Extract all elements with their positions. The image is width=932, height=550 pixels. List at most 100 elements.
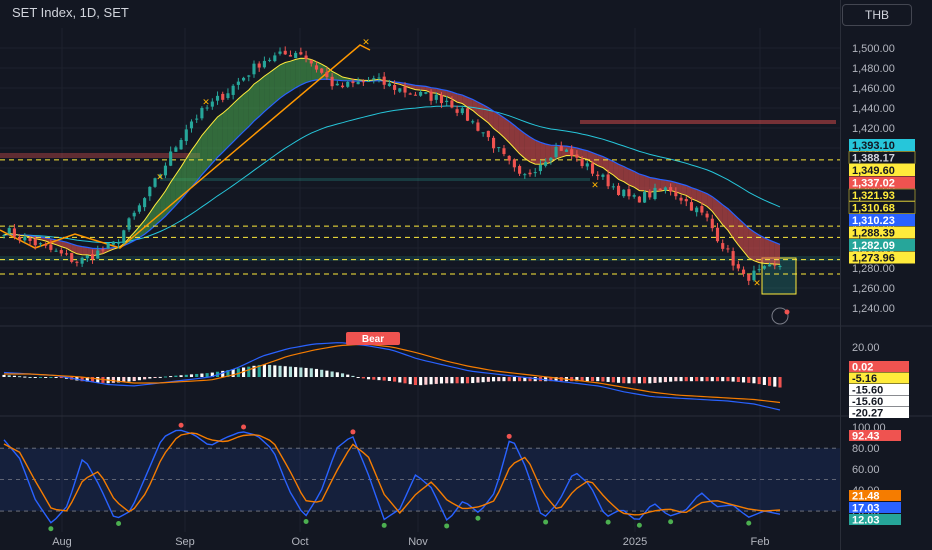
oversold-dot	[116, 520, 122, 526]
candle-body	[340, 85, 345, 88]
ma-cloud-segment	[227, 103, 234, 148]
macd-histogram-bar	[372, 377, 376, 380]
candle-body	[28, 237, 32, 241]
macd-histogram-bar	[408, 377, 412, 385]
price-tick-label: 1,280.00	[852, 263, 895, 275]
macd-histogram-bar	[658, 377, 662, 383]
stoch-tick-label: 60.00	[852, 464, 880, 476]
signal-line	[4, 343, 781, 404]
macd-histogram-bar	[226, 370, 230, 377]
macd-histogram-bar	[18, 376, 22, 378]
ma-cloud-segment	[269, 68, 275, 108]
macd-histogram-bar	[262, 364, 266, 377]
macd-histogram-bar	[247, 366, 251, 377]
candle-body	[700, 206, 704, 213]
ma-cloud-segment	[280, 62, 286, 99]
oversold-dot	[605, 519, 611, 525]
candle-body	[330, 76, 334, 87]
macd-histogram-bar	[330, 371, 334, 377]
signal-marker: ✕	[156, 172, 164, 182]
macd-histogram-bar	[189, 374, 194, 377]
candle-body	[601, 174, 605, 177]
macd-histogram-bar	[294, 367, 298, 377]
candle-body	[54, 250, 58, 252]
ma-cloud-segment	[420, 85, 426, 91]
macd-histogram-bar	[320, 369, 324, 377]
macd-histogram-bar	[491, 377, 496, 382]
currency-button[interactable]: THB	[842, 4, 912, 26]
macd-histogram-bar	[570, 377, 574, 382]
candle-body	[726, 248, 730, 250]
candle-body	[367, 81, 371, 83]
macd-histogram-bar	[398, 377, 402, 383]
macd-histogram-bar	[528, 377, 532, 382]
candle-body	[674, 191, 678, 197]
ma-cloud-segment	[306, 58, 312, 83]
price-label-box	[849, 226, 915, 239]
candle-body	[257, 63, 261, 68]
macd-histogram-bar	[221, 370, 225, 377]
candle-body	[413, 94, 417, 96]
candle-body	[236, 81, 240, 85]
candle-body	[637, 196, 641, 203]
candle-body	[507, 155, 511, 161]
macd-histogram-bar	[471, 377, 475, 384]
ma-cloud-segment	[243, 89, 249, 132]
candle-body	[351, 81, 355, 84]
candle-body	[12, 228, 16, 237]
supply-zone	[0, 153, 200, 158]
price-label: 1,310.68	[852, 203, 895, 215]
macd-value-label: -15.60	[852, 396, 883, 408]
candle-body	[226, 93, 230, 99]
candle-body	[299, 52, 303, 55]
candle-body	[596, 174, 600, 177]
overbought-dot	[241, 424, 247, 430]
macd-label-box	[849, 407, 909, 418]
macd-histogram-bar	[28, 377, 32, 378]
macd-histogram-bar	[111, 377, 115, 383]
macd-histogram-bar	[679, 377, 683, 382]
candle-body	[80, 257, 84, 264]
candle-body	[169, 151, 173, 166]
candle-body	[242, 77, 246, 81]
macd-histogram-bar	[314, 368, 319, 377]
macd-histogram-bar	[741, 377, 746, 383]
macd-histogram-bar	[257, 364, 261, 377]
price-label-box	[849, 239, 915, 251]
ma-cloud-segment	[175, 166, 182, 206]
macd-histogram-bar	[450, 377, 454, 384]
macd-histogram-bar	[726, 377, 730, 382]
slow-ma-line	[3, 78, 781, 250]
ma-cloud-segment	[514, 125, 520, 154]
macd-histogram-bar	[387, 377, 391, 381]
macd-histogram-bar	[695, 377, 699, 382]
macd-histogram-bar	[2, 374, 6, 377]
ma-cloud-segment	[238, 94, 244, 137]
macd-histogram-bar	[762, 377, 766, 385]
candle-body	[200, 107, 204, 119]
stochastic-pane	[0, 422, 840, 532]
macd-histogram-bar	[283, 366, 287, 377]
ma-cloud-segment	[181, 158, 187, 200]
macd-histogram-bar	[773, 377, 777, 387]
macd-histogram-bar	[518, 377, 522, 382]
candle-body	[434, 94, 438, 100]
ma-cloud-segment	[519, 129, 525, 159]
ma-cloud-segment	[71, 243, 77, 254]
macd-histogram-bar	[85, 377, 89, 382]
candle-body	[179, 139, 183, 150]
candle-body	[101, 249, 105, 251]
candle-body	[148, 186, 152, 197]
macd-histogram-bar	[7, 375, 11, 377]
macd-histogram-bar	[413, 377, 417, 386]
macd-histogram-bar	[179, 375, 183, 377]
macd-histogram-bar	[236, 368, 240, 377]
time-tick-label: Oct	[291, 536, 308, 548]
candle-body	[377, 77, 381, 79]
candle-body	[689, 202, 694, 211]
candle-body	[445, 100, 449, 103]
macd-histogram-bar	[90, 377, 95, 383]
macd-histogram-bar	[325, 370, 329, 377]
candle-body	[117, 242, 121, 244]
signal-marker: ✕	[753, 278, 761, 288]
